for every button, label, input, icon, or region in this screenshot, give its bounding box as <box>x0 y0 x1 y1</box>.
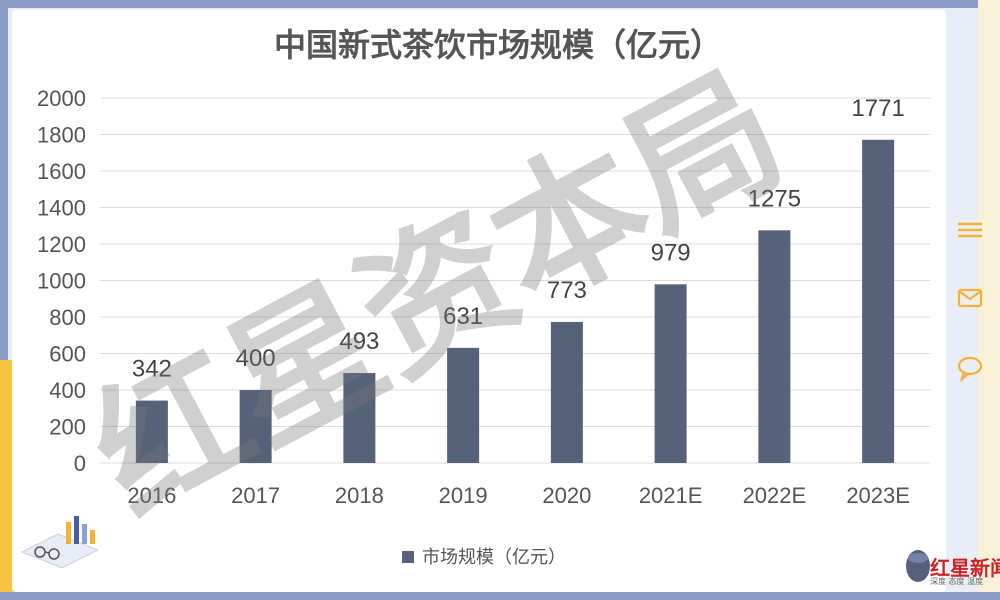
menu-icon[interactable] <box>954 216 986 244</box>
frame-top <box>0 0 1000 8</box>
x-tick-label: 2020 <box>542 483 591 508</box>
data-label: 979 <box>651 239 691 266</box>
logo-emblem-icon <box>906 550 930 582</box>
data-label: 1771 <box>851 95 904 122</box>
brand-logo: 红星新闻 深度 态度 温度 <box>900 546 1000 594</box>
y-tick-label: 1400 <box>37 196 86 221</box>
data-label: 631 <box>443 303 483 330</box>
frame-bottom <box>0 592 1000 600</box>
y-tick-label: 400 <box>49 378 86 403</box>
bar <box>343 373 376 463</box>
legend-swatch <box>402 551 414 563</box>
mail-icon[interactable] <box>954 284 986 312</box>
bar <box>654 284 687 463</box>
y-tick-label: 2000 <box>37 86 86 111</box>
y-tick-label: 1000 <box>37 269 86 294</box>
x-tick-label: 2019 <box>439 483 488 508</box>
data-label: 1275 <box>748 185 801 212</box>
logo-text: 红星新闻 <box>930 556 1000 580</box>
y-tick-label: 1800 <box>37 123 86 148</box>
data-label: 400 <box>236 345 276 372</box>
y-tick-label: 1200 <box>37 232 86 257</box>
bar <box>550 321 583 463</box>
x-tick-label: 2023E <box>846 483 910 508</box>
logo-subtitle: 深度 态度 温度 <box>930 577 984 586</box>
data-label: 493 <box>339 328 379 355</box>
watermark: 红星资本局 <box>65 40 810 548</box>
chart-title: 中国新式茶饮市场规模（亿元） <box>274 27 722 63</box>
x-tick-label: 2021E <box>639 483 703 508</box>
bar <box>135 400 168 463</box>
bar <box>239 390 272 463</box>
y-tick-label: 600 <box>49 342 86 367</box>
y-tick-label: 200 <box>49 415 86 440</box>
comment-icon[interactable] <box>954 354 986 382</box>
bar-chart: 中国新式茶饮市场规模（亿元） 0 200 400 600 800 1000 1200 1400 1… <box>37 27 930 567</box>
chart-card: 中国新式茶饮市场规模（亿元） 0 200 400 600 800 1000 1200 1400 1… <box>12 10 946 592</box>
bar <box>447 347 480 463</box>
data-label: 342 <box>132 356 172 383</box>
x-tick-label: 2018 <box>335 483 384 508</box>
legend-label: 市场规模（亿元） <box>422 547 566 567</box>
x-tick-label: 2022E <box>743 483 807 508</box>
y-tick-label: 1600 <box>37 159 86 184</box>
bar <box>758 230 791 463</box>
side-panel <box>978 0 1000 600</box>
frame-left <box>0 0 8 600</box>
y-tick-label: 0 <box>74 451 86 476</box>
x-tick-label: 2017 <box>231 483 280 508</box>
bar <box>862 139 895 464</box>
y-tick-label: 800 <box>49 305 86 330</box>
decorative-illustration-icon <box>20 516 100 569</box>
x-tick-label: 2016 <box>127 483 176 508</box>
data-label: 773 <box>547 277 587 304</box>
